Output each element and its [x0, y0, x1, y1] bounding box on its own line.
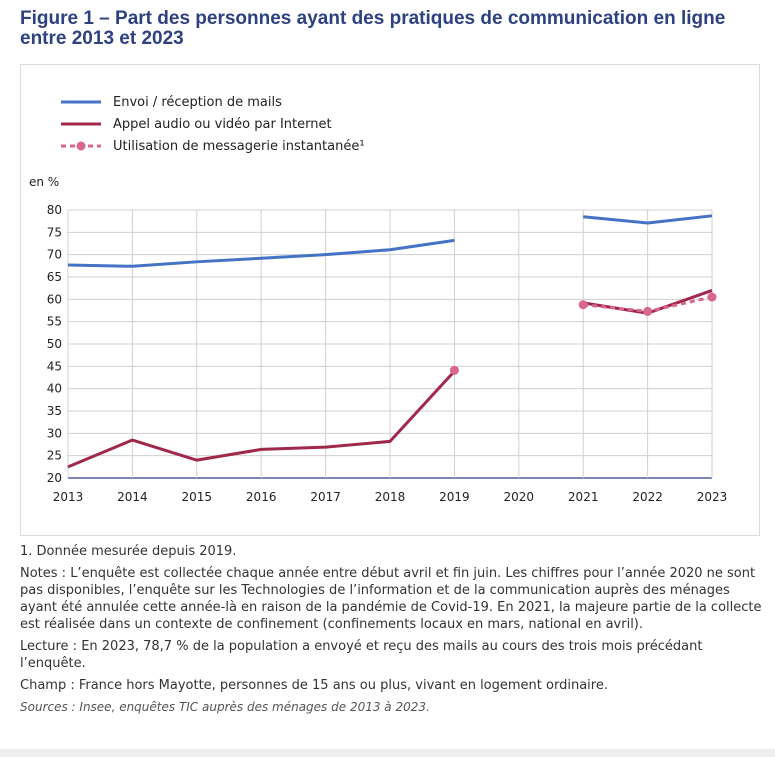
- y-tick-label: 35: [47, 404, 62, 418]
- legend-swatch-mails: [61, 100, 101, 104]
- y-tick-label: 55: [47, 315, 62, 329]
- y-tick-label: 30: [47, 426, 62, 440]
- series-point-3: [449, 365, 459, 375]
- x-tick-label: 2017: [310, 490, 341, 504]
- x-tick-label: 2019: [439, 490, 470, 504]
- y-tick-label: 70: [47, 248, 62, 262]
- chart-notes: 1. Donnée mesurée depuis 2019. Notes : L…: [20, 543, 765, 721]
- footnote: 1. Donnée mesurée depuis 2019.: [20, 544, 237, 559]
- series-line-1: [583, 214, 713, 225]
- legend-item-mails: Envoi / réception de mails: [61, 91, 365, 113]
- legend-item-appel: Appel audio ou vidéo par Internet: [61, 113, 365, 135]
- bottom-rule: [0, 749, 775, 757]
- series-point-3: [578, 300, 588, 310]
- x-tick-label: 2016: [246, 490, 277, 504]
- y-tick-label: 40: [47, 382, 62, 396]
- y-tick-label: 20: [47, 471, 62, 485]
- x-tick-label: 2014: [117, 490, 148, 504]
- sources-text: Sources : Insee, enquêtes TIC auprès des…: [20, 700, 430, 714]
- y-tick-label: 60: [47, 292, 62, 306]
- notes-text: Notes : L’enquête est collectée chaque a…: [20, 566, 762, 632]
- champ-text: Champ : France hors Mayotte, personnes d…: [20, 678, 608, 693]
- series-line-2: [67, 370, 456, 469]
- y-tick-label: 45: [47, 359, 62, 373]
- y-tick-label: 75: [47, 225, 62, 239]
- x-tick-label: 2023: [697, 490, 728, 504]
- series-point-3: [643, 306, 653, 316]
- legend-label-appel: Appel audio ou vidéo par Internet: [113, 116, 332, 132]
- legend-label-mails: Envoi / réception de mails: [113, 94, 282, 110]
- x-tick-label: 2020: [504, 490, 535, 504]
- x-tick-label: 2015: [182, 490, 213, 504]
- legend-swatch-messagerie: [61, 141, 101, 151]
- chart-plot: 20 25 30 35 40 45 50 55 60 65 70 75 80 2013 2014 2015 20…: [47, 203, 728, 504]
- chart-legend: Envoi / réception de mails Appel audio o…: [61, 91, 365, 157]
- series-line-1: [67, 238, 455, 268]
- x-tick-label: 2018: [375, 490, 406, 504]
- x-tick-label: 2021: [568, 490, 599, 504]
- y-tick-label: 80: [47, 203, 62, 217]
- lecture-text: Lecture : En 2023, 78,7 % de la populati…: [20, 639, 703, 671]
- legend-label-messagerie: Utilisation de messagerie instantanée¹: [113, 138, 365, 154]
- legend-item-messagerie: Utilisation de messagerie instantanée¹: [61, 135, 365, 157]
- y-tick-label: 65: [47, 270, 62, 284]
- y-axis-unit-label: en %: [29, 175, 60, 189]
- x-tick-label: 2013: [53, 490, 84, 504]
- y-tick-label: 25: [47, 449, 62, 463]
- y-tick-label: 50: [47, 337, 62, 351]
- figure-title: Figure 1 – Part des personnes ayant des …: [20, 8, 726, 49]
- chart-container: Envoi / réception de mails Appel audio o…: [20, 64, 760, 536]
- series-point-3: [707, 292, 717, 302]
- x-tick-label: 2022: [632, 490, 663, 504]
- legend-swatch-appel: [61, 122, 101, 126]
